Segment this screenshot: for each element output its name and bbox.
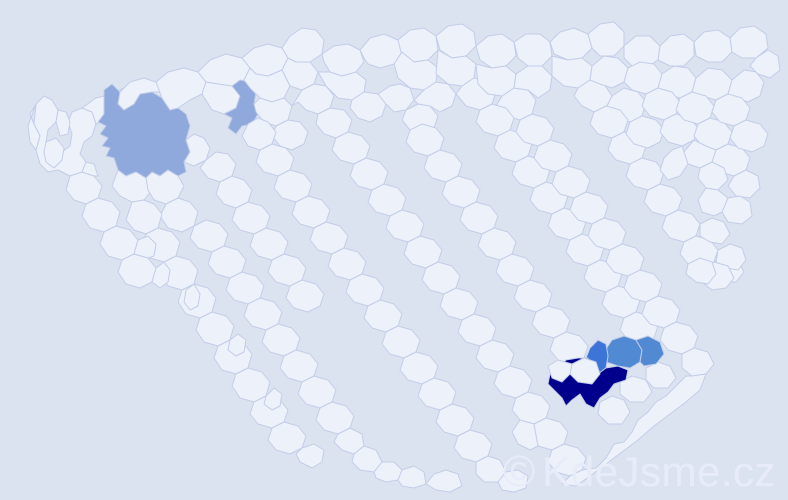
district[interactable] bbox=[475, 33, 517, 69]
district[interactable] bbox=[659, 145, 689, 181]
district[interactable] bbox=[117, 253, 157, 289]
district[interactable] bbox=[227, 333, 247, 357]
district[interactable] bbox=[111, 169, 153, 203]
district[interactable] bbox=[183, 283, 201, 311]
district[interactable] bbox=[721, 195, 753, 225]
district[interactable] bbox=[263, 387, 283, 411]
district[interactable] bbox=[321, 43, 365, 77]
district[interactable] bbox=[685, 257, 717, 285]
district[interactable] bbox=[625, 115, 665, 149]
district[interactable] bbox=[397, 465, 427, 489]
district[interactable] bbox=[285, 279, 325, 313]
district[interactable] bbox=[27, 103, 41, 151]
district[interactable] bbox=[697, 187, 729, 217]
district[interactable] bbox=[597, 395, 631, 425]
district[interactable] bbox=[413, 81, 457, 113]
district[interactable] bbox=[133, 235, 157, 259]
district[interactable] bbox=[699, 217, 731, 245]
district[interactable] bbox=[697, 161, 729, 191]
district[interactable] bbox=[295, 443, 325, 469]
district[interactable] bbox=[561, 373, 707, 487]
district[interactable] bbox=[729, 119, 769, 153]
district[interactable] bbox=[513, 33, 553, 67]
district[interactable] bbox=[549, 27, 593, 61]
district[interactable] bbox=[547, 359, 573, 383]
district[interactable] bbox=[425, 469, 463, 493]
district[interactable] bbox=[151, 261, 171, 289]
district[interactable] bbox=[81, 161, 99, 177]
district[interactable] bbox=[349, 91, 387, 123]
district[interactable] bbox=[749, 49, 781, 79]
district[interactable] bbox=[55, 109, 71, 137]
district[interactable] bbox=[729, 25, 769, 59]
district[interactable] bbox=[281, 27, 325, 63]
district[interactable] bbox=[497, 469, 529, 493]
district[interactable] bbox=[513, 65, 553, 99]
district[interactable] bbox=[645, 361, 677, 389]
district[interactable] bbox=[727, 169, 761, 199]
district[interactable] bbox=[657, 33, 695, 67]
district[interactable] bbox=[619, 375, 653, 403]
district[interactable] bbox=[569, 357, 601, 385]
district[interactable] bbox=[271, 119, 309, 151]
district[interactable] bbox=[43, 137, 65, 169]
district[interactable] bbox=[587, 21, 625, 57]
district[interactable] bbox=[117, 77, 163, 111]
district-highlighted[interactable] bbox=[635, 335, 665, 367]
district-layer bbox=[27, 21, 781, 493]
district[interactable] bbox=[681, 347, 715, 377]
district[interactable] bbox=[511, 419, 539, 451]
district[interactable] bbox=[693, 29, 733, 63]
district[interactable] bbox=[145, 169, 185, 205]
